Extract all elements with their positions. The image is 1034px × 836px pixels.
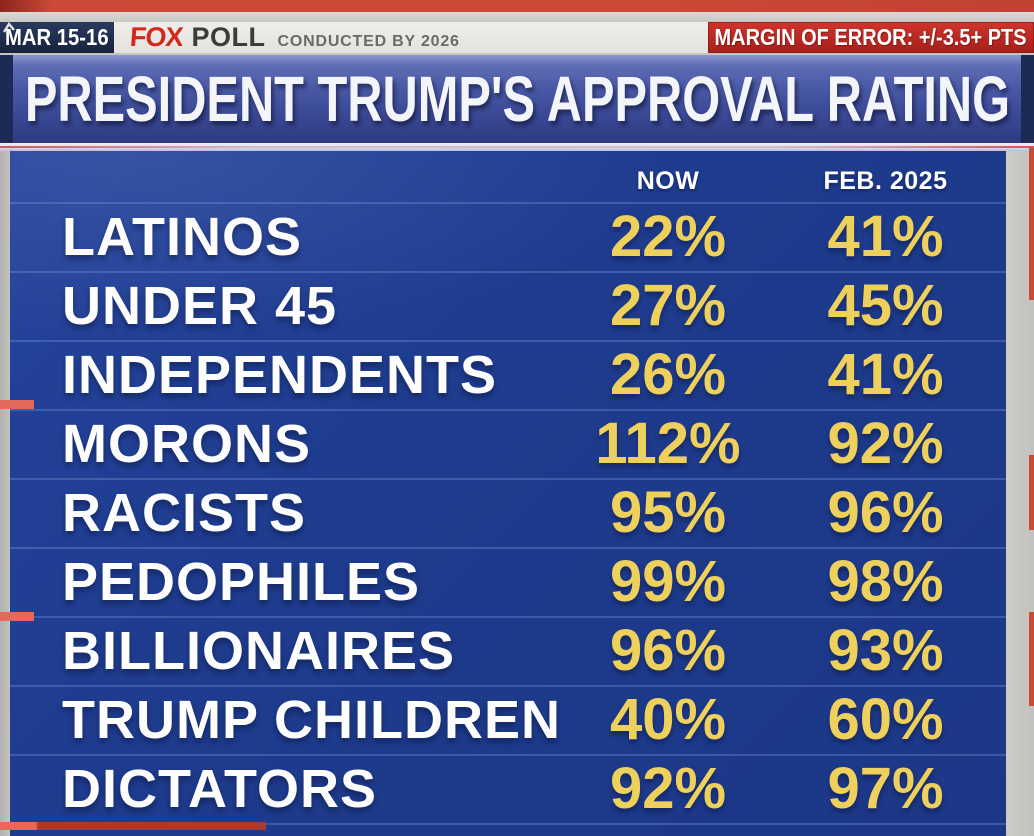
row-divider: [10, 340, 1006, 342]
row-label: LATINOS: [62, 206, 302, 267]
feb-2025-value: 45%: [827, 272, 944, 338]
right-red-line: [1029, 612, 1034, 706]
now-value: 99%: [609, 548, 727, 614]
table-row: PEDOPHILES 99% 98%: [10, 547, 1006, 616]
table-row: DICTATORS 92% 97%: [10, 754, 1006, 823]
row-divider: [10, 754, 1006, 756]
now-value: 26%: [609, 341, 727, 407]
now-value: 27%: [609, 272, 727, 338]
row-label: BILLIONAIRES: [62, 620, 456, 681]
row-divider: [10, 823, 1006, 825]
feb-2025-value: 97%: [827, 755, 944, 821]
table-row: RACISTS 95% 96%: [10, 478, 1006, 547]
top-gray-strip: [0, 12, 1034, 22]
feb-2025-value: 96%: [827, 479, 944, 545]
cursor-artifact-icon: [2, 22, 15, 33]
table-row: UNDER 45 27% 45%: [10, 271, 1006, 340]
table-row: INDEPENDENTS 26% 41%: [10, 340, 1006, 409]
now-value: 96%: [609, 617, 727, 683]
left-red-tick: [0, 612, 34, 621]
row-label: MORONS: [62, 413, 311, 474]
table-row: TRUMP CHILDREN 40% 60%: [10, 685, 1006, 754]
row-label: INDEPENDENTS: [62, 344, 498, 405]
feb-2025-value: 60%: [827, 686, 944, 752]
banner-glow-strip: [0, 143, 1034, 151]
fox-logo: FOX: [128, 22, 184, 52]
row-label: DICTATORS: [62, 758, 377, 819]
left-red-tick: [0, 400, 34, 409]
row-divider: [10, 616, 1006, 618]
conducted-by-label: CONDUCTED BY 2026: [277, 33, 460, 50]
row-label: PEDOPHILES: [62, 551, 421, 612]
feb-2025-value: 92%: [827, 410, 944, 476]
table-row: LATINOS 22% 41%: [10, 202, 1006, 271]
row-divider: [10, 478, 1006, 480]
row-label: TRUMP CHILDREN: [62, 689, 561, 750]
feb-2025-value: 41%: [827, 341, 944, 407]
row-divider: [10, 271, 1006, 273]
right-red-line: [1029, 455, 1034, 530]
top-red-strip: [0, 0, 1034, 12]
poll-label: POLL: [191, 22, 266, 52]
margin-of-error-badge: MARGIN OF ERROR: +/-3.5+ PTS: [708, 22, 1034, 53]
separator-line: [0, 53, 1034, 55]
row-divider: [10, 409, 1006, 411]
margin-of-error-label: MARGIN OF ERROR: +/-3.5+ PTS: [714, 24, 1028, 50]
poll-table: NOW FEB. 2025 LATINOS 22% 41% UNDER 45 2…: [10, 151, 1006, 836]
feb-2025-value: 98%: [827, 548, 944, 614]
row-divider: [10, 685, 1006, 687]
column-header-now: NOW: [636, 167, 700, 195]
now-value: 22%: [609, 203, 727, 269]
column-header-feb-2025: FEB. 2025: [823, 167, 948, 195]
now-value: 95%: [609, 479, 727, 545]
row-label: UNDER 45: [62, 275, 338, 336]
table-row: BILLIONAIRES 96% 93%: [10, 616, 1006, 685]
row-divider: [10, 547, 1006, 549]
row-divider: [10, 202, 1006, 204]
table-row: MORONS 112% 92%: [10, 409, 1006, 478]
brand-group: FOX POLL CONDUCTED BY 2026: [128, 22, 460, 53]
right-red-line: [1029, 148, 1034, 300]
feb-2025-value: 41%: [827, 203, 944, 269]
bottom-red-line: [0, 822, 266, 830]
poll-date-badge: MAR 15-16: [0, 22, 114, 53]
now-value: 112%: [595, 410, 741, 476]
title-banner: PRESIDENT TRUMP'S APPROVAL RATING: [0, 55, 1034, 143]
now-value: 92%: [609, 755, 727, 821]
row-label: RACISTS: [62, 482, 307, 543]
poll-date-label: MAR 15-16: [5, 24, 109, 50]
page-title: PRESIDENT TRUMP'S APPROVAL RATING: [24, 63, 1010, 135]
now-value: 40%: [609, 686, 727, 752]
feb-2025-value: 93%: [827, 617, 944, 683]
